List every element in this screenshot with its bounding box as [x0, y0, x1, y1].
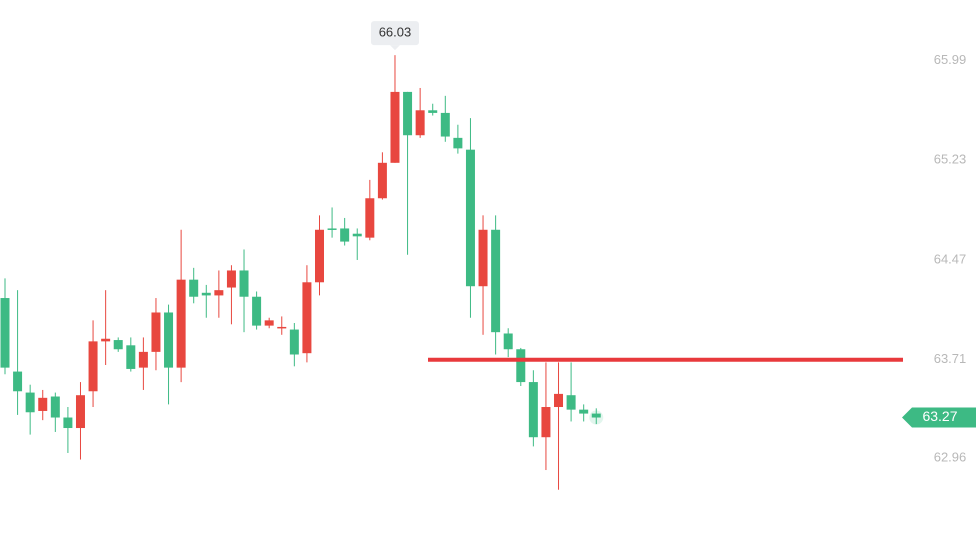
- candle-body: [453, 137, 463, 149]
- candle-body: [579, 409, 589, 414]
- candle-body: [226, 270, 236, 288]
- candle-body: [151, 312, 161, 352]
- candle-body: [491, 229, 501, 333]
- candle-body: [38, 397, 48, 411]
- candle-body: [101, 338, 111, 342]
- candle-body: [88, 341, 98, 392]
- candle-body: [440, 112, 450, 137]
- max-label-box: [370, 21, 419, 46]
- candle-body: [415, 110, 425, 136]
- y-tick-label: 62.96: [934, 450, 967, 465]
- candle-body: [289, 329, 299, 355]
- y-tick-label: 65.99: [934, 52, 967, 67]
- candle-body: [566, 395, 576, 410]
- candle-body: [0, 298, 10, 368]
- y-axis: 65.99 65.23 64.47 63.71 62.96: [934, 52, 967, 465]
- candle-body: [465, 149, 475, 287]
- candle-body: [201, 292, 211, 296]
- candle-body: [50, 396, 60, 418]
- candle-body: [327, 228, 337, 230]
- candle-body: [554, 393, 564, 408]
- candle-body: [176, 279, 186, 368]
- last-price-tag: [902, 407, 976, 428]
- candle-body: [277, 326, 287, 329]
- candle-body: [302, 282, 312, 354]
- candles: [0, 55, 601, 490]
- candle-body: [365, 198, 375, 238]
- overlay: 66.03 63.27: [370, 21, 976, 428]
- max-label: 66.03: [379, 25, 412, 40]
- candle-body: [591, 413, 601, 418]
- y-tick-label: 64.47: [934, 251, 967, 266]
- candle-body: [503, 333, 513, 350]
- candle-body: [252, 296, 262, 326]
- last-glow: [589, 410, 604, 425]
- y-tick-label: 65.23: [934, 152, 967, 167]
- candle-body: [239, 270, 249, 297]
- candle-body: [75, 395, 85, 429]
- candle-body: [428, 110, 438, 113]
- last-price-label: 63.27: [922, 408, 957, 424]
- candle-body: [478, 229, 488, 287]
- candle-body: [126, 345, 136, 369]
- candle-body: [541, 407, 551, 438]
- max-label-pointer: [389, 45, 400, 51]
- candle-body: [25, 392, 35, 413]
- candle-body: [13, 371, 23, 392]
- candle-body: [340, 228, 350, 242]
- candle-body: [390, 91, 400, 163]
- y-tick-label: 63.71: [934, 351, 967, 366]
- candle-body: [164, 312, 174, 368]
- candle-body: [214, 290, 224, 296]
- candle-body: [138, 351, 148, 368]
- candle-body: [63, 417, 73, 429]
- candle-body: [377, 162, 387, 199]
- candle-body: [113, 340, 123, 350]
- candle-body: [516, 349, 526, 383]
- candle-body: [528, 382, 538, 438]
- candle-body: [315, 229, 324, 283]
- candle-body: [189, 279, 199, 297]
- candle-body: [264, 320, 274, 326]
- candle-body: [352, 233, 362, 237]
- candle-body: [403, 91, 413, 136]
